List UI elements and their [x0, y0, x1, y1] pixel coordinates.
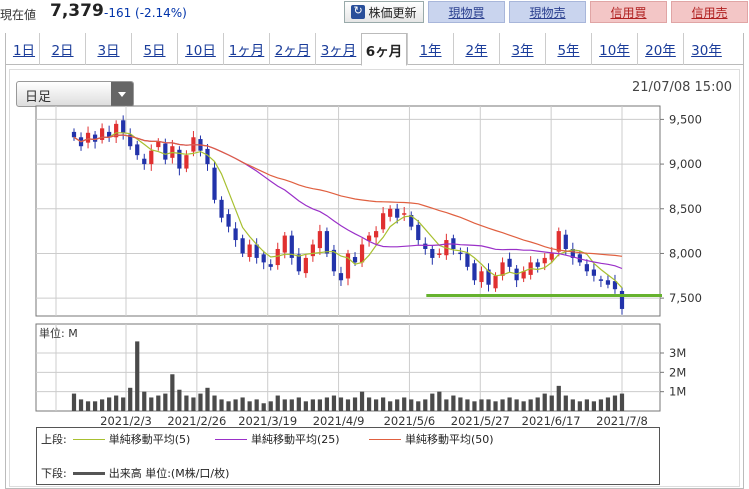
period-tab-12[interactable]: 5年 [545, 33, 591, 65]
update-price-label: 株価更新 [368, 5, 417, 20]
period-tab-4[interactable]: 10日 [177, 33, 223, 65]
legend-ma5: 単純移動平均(5) [108, 433, 191, 446]
period-tab-8[interactable]: 6ヶ月 [361, 33, 407, 66]
margin-sell-button[interactable]: 信用売 [671, 1, 748, 23]
legend-ma50: 単純移動平均(50) [405, 433, 494, 446]
period-tab-2[interactable]: 3日 [85, 33, 131, 65]
header: 現在値 7,379 -161 (-2.14%) 株価更新 現物買 現物売 信用買… [0, 0, 749, 26]
period-tab-14[interactable]: 20年 [637, 33, 683, 65]
update-price-button[interactable]: 株価更新 [344, 1, 424, 23]
legend-ma50-swatch [369, 438, 401, 440]
legend-ma25-swatch [215, 438, 247, 440]
period-tab-10[interactable]: 2年 [453, 33, 499, 65]
current-price: 7,379 [50, 1, 104, 21]
legend-ma25: 単純移動平均(25) [251, 433, 340, 446]
period-tab-5[interactable]: 1ヶ月 [223, 33, 269, 65]
chevron-down-icon [111, 82, 133, 106]
period-tab-6[interactable]: 2ヶ月 [269, 33, 315, 65]
chart-legend: 上段: 単純移動平均(5) 単純移動平均(25) 単純移動平均(50) 下段: … [36, 427, 660, 485]
margin-buy-button[interactable]: 信用買 [590, 1, 667, 23]
legend-bottom-label: 下段: [41, 467, 67, 480]
legend-volume-swatch [72, 471, 105, 475]
chart-type-select[interactable]: 日足 [16, 81, 134, 107]
period-tab-9[interactable]: 1年 [407, 33, 453, 65]
legend-ma5-swatch [72, 438, 105, 440]
price-change: -161 (-2.14%) [104, 6, 187, 20]
current-price-label: 現在値 [0, 8, 37, 22]
period-tab-3[interactable]: 5日 [131, 33, 177, 65]
cash-buy-button[interactable]: 現物買 [428, 1, 505, 23]
period-tab-13[interactable]: 10年 [591, 33, 637, 65]
chart-type-value: 日足 [25, 90, 52, 105]
cash-sell-button[interactable]: 現物売 [509, 1, 586, 23]
legend-volume: 出来高 単位:(M株/口/枚) [108, 467, 230, 480]
legend-top-label: 上段: [41, 433, 67, 446]
refresh-icon [351, 4, 366, 19]
period-tab-11[interactable]: 3年 [499, 33, 545, 65]
period-tab-1[interactable]: 2日 [39, 33, 85, 65]
period-tab-15[interactable]: 30年 [683, 33, 729, 65]
period-tab-0[interactable]: 1日 [12, 43, 36, 59]
period-tab-7[interactable]: 3ヶ月 [315, 33, 361, 65]
period-tabs: 1日 2日 3日 5日 10日 1ヶ月 2ヶ月 3ヶ月 6ヶ月 1年 2年 3年 5年 10年 20年 30年 [5, 33, 744, 66]
chart-datetime: 21/07/08 15:00 [632, 80, 732, 95]
chart-panel [9, 69, 740, 487]
